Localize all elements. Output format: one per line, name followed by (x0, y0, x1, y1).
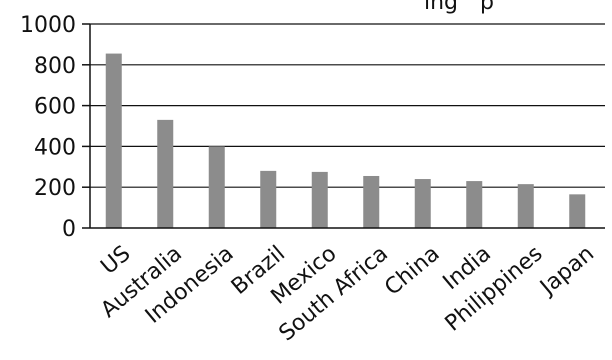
y-tick-label: 1000 (20, 13, 76, 38)
x-tick-label: Japan (534, 241, 599, 301)
x-tick-label: China (380, 241, 444, 301)
bar (157, 119, 174, 228)
bar (517, 184, 534, 228)
title-fragment-2: p (480, 0, 494, 15)
title-fragment: ing (424, 0, 458, 15)
y-tick-label: 200 (34, 176, 76, 201)
y-tick-label: 600 (34, 95, 76, 120)
bars (105, 53, 586, 228)
axes (89, 24, 605, 229)
bar (260, 170, 277, 228)
y-tick-label: 800 (34, 54, 76, 79)
y-tick-label: 0 (62, 217, 76, 242)
bar (569, 194, 586, 228)
bar (311, 171, 328, 228)
bar (105, 53, 122, 228)
bar (363, 175, 380, 228)
x-tick-label: US (96, 241, 135, 279)
y-tick-labels: 0 200 400 600 800 1000 (20, 13, 76, 242)
bar (466, 181, 483, 228)
bar (208, 146, 225, 228)
y-tick-label: 400 (34, 135, 76, 160)
bar (414, 179, 431, 228)
